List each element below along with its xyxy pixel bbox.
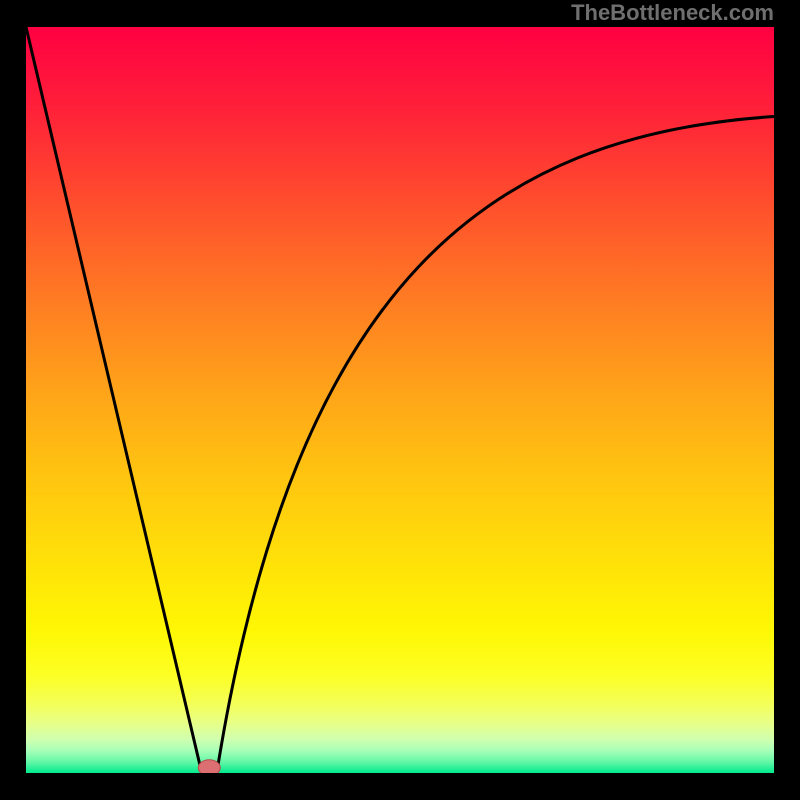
curve-layer [26,27,774,773]
optimum-marker [198,760,220,773]
watermark-text: TheBottleneck.com [571,0,774,26]
bottleneck-curve [26,27,774,773]
plot-area [26,27,774,773]
